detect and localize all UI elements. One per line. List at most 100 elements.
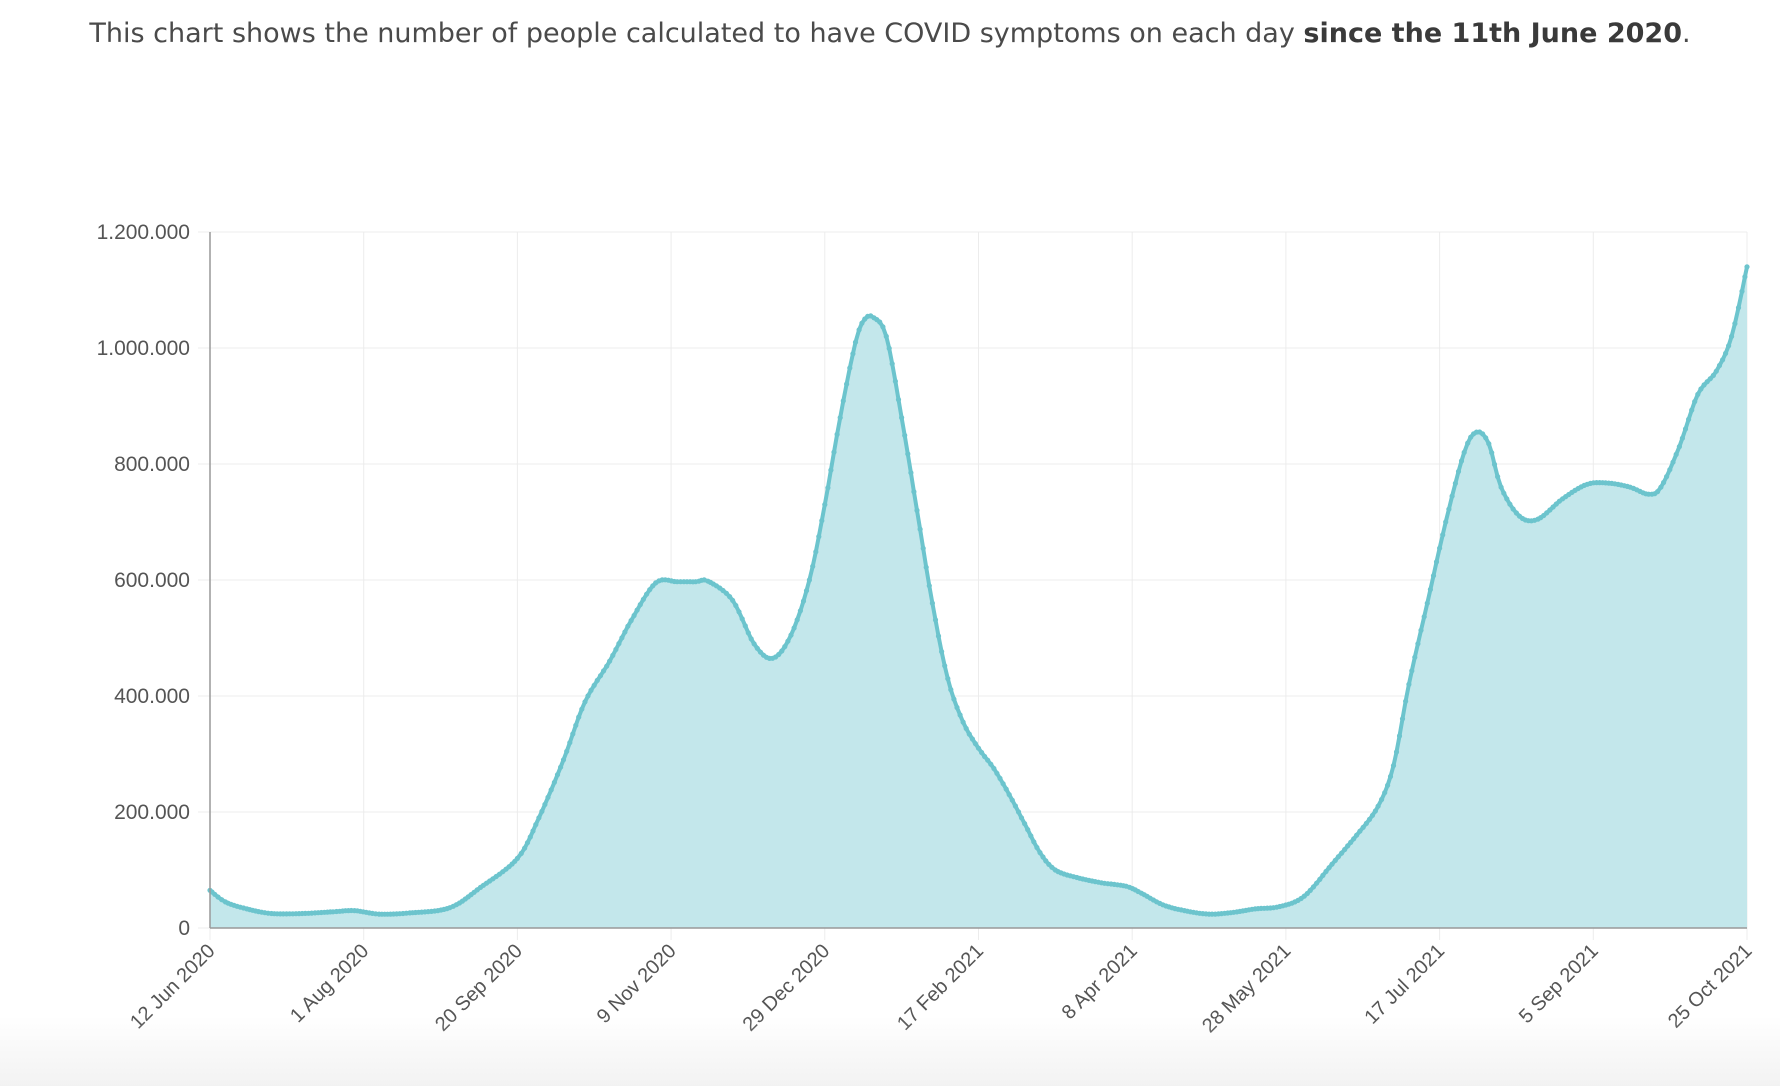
data-point[interactable]: [791, 625, 797, 631]
data-point[interactable]: [975, 745, 982, 751]
data-point[interactable]: [1670, 459, 1676, 465]
data-point[interactable]: [1452, 480, 1458, 486]
data-point[interactable]: [748, 636, 754, 642]
data-point[interactable]: [979, 749, 985, 756]
data-point[interactable]: [1710, 372, 1716, 378]
data-point[interactable]: [1317, 876, 1323, 883]
data-point[interactable]: [932, 617, 939, 623]
data-point[interactable]: [1335, 854, 1341, 860]
data-point[interactable]: [1339, 850, 1345, 856]
data-point[interactable]: [899, 415, 905, 421]
data-point[interactable]: [1372, 808, 1378, 814]
data-point[interactable]: [1655, 489, 1661, 495]
data-point[interactable]: [1366, 816, 1373, 823]
data-point[interactable]: [954, 704, 960, 711]
data-point[interactable]: [1742, 274, 1748, 280]
data-point[interactable]: [991, 765, 997, 772]
data-point[interactable]: [560, 757, 567, 763]
data-point[interactable]: [917, 526, 923, 532]
data-point[interactable]: [1028, 833, 1034, 839]
data-point[interactable]: [1501, 490, 1507, 496]
data-point[interactable]: [567, 740, 573, 746]
data-point[interactable]: [1744, 264, 1750, 270]
data-point[interactable]: [1729, 333, 1735, 339]
data-point[interactable]: [736, 609, 742, 615]
data-point[interactable]: [1323, 868, 1329, 875]
data-point[interactable]: [539, 808, 545, 815]
data-point[interactable]: [1695, 391, 1701, 397]
data-point[interactable]: [1379, 796, 1385, 803]
data-point[interactable]: [723, 590, 730, 596]
data-point[interactable]: [551, 779, 558, 785]
data-point[interactable]: [1686, 416, 1692, 422]
data-point[interactable]: [597, 673, 604, 679]
data-point[interactable]: [902, 432, 908, 438]
data-point[interactable]: [1723, 350, 1729, 356]
data-point[interactable]: [856, 327, 862, 333]
data-point[interactable]: [960, 719, 966, 725]
data-point[interactable]: [886, 345, 892, 351]
data-point[interactable]: [518, 850, 524, 857]
data-point[interactable]: [1369, 812, 1376, 818]
data-point[interactable]: [1489, 450, 1495, 456]
data-point[interactable]: [545, 794, 551, 800]
data-point[interactable]: [914, 507, 920, 513]
data-point[interactable]: [1498, 484, 1504, 490]
data-point[interactable]: [1329, 861, 1335, 867]
data-point[interactable]: [1491, 461, 1498, 467]
data-point[interactable]: [1385, 782, 1391, 788]
data-point[interactable]: [926, 583, 932, 589]
data-point[interactable]: [1390, 763, 1397, 769]
data-point[interactable]: [1043, 858, 1049, 864]
data-point[interactable]: [1483, 435, 1489, 441]
data-point[interactable]: [880, 324, 886, 330]
data-point[interactable]: [1015, 809, 1022, 815]
data-point[interactable]: [558, 764, 564, 770]
data-point[interactable]: [613, 646, 619, 653]
data-point[interactable]: [1314, 880, 1320, 886]
data-point[interactable]: [939, 649, 945, 655]
data-point[interactable]: [785, 638, 791, 644]
data-point[interactable]: [935, 633, 942, 639]
data-point[interactable]: [533, 822, 539, 828]
data-point[interactable]: [1698, 386, 1704, 392]
data-point[interactable]: [985, 757, 991, 763]
data-point[interactable]: [895, 397, 902, 403]
data-point[interactable]: [1040, 854, 1046, 860]
data-point[interactable]: [610, 652, 616, 659]
data-point[interactable]: [1403, 698, 1409, 704]
data-point[interactable]: [966, 731, 972, 737]
data-point[interactable]: [1480, 431, 1486, 437]
data-point[interactable]: [1689, 407, 1695, 413]
data-point[interactable]: [969, 736, 976, 742]
data-point[interactable]: [905, 451, 911, 457]
data-point[interactable]: [1507, 501, 1513, 507]
data-point[interactable]: [1357, 828, 1363, 834]
data-point[interactable]: [1726, 343, 1732, 349]
data-point[interactable]: [604, 663, 610, 669]
data-point[interactable]: [776, 651, 782, 658]
data-point[interactable]: [1421, 614, 1427, 620]
data-point[interactable]: [982, 753, 988, 760]
data-point[interactable]: [1504, 496, 1510, 502]
data-point[interactable]: [1446, 506, 1452, 512]
data-point[interactable]: [844, 381, 850, 387]
data-point[interactable]: [579, 706, 585, 712]
data-point[interactable]: [582, 699, 588, 705]
data-point[interactable]: [794, 617, 800, 623]
data-point[interactable]: [1461, 449, 1467, 455]
data-point[interactable]: [1692, 399, 1698, 405]
data-point[interactable]: [1679, 435, 1685, 441]
data-point[interactable]: [877, 319, 883, 325]
data-point[interactable]: [730, 597, 736, 603]
data-point[interactable]: [1676, 444, 1682, 450]
data-point[interactable]: [803, 588, 810, 594]
data-point[interactable]: [972, 741, 979, 747]
data-point[interactable]: [806, 577, 813, 583]
data-point[interactable]: [607, 658, 613, 664]
data-point[interactable]: [1000, 781, 1006, 787]
data-point[interactable]: [1307, 887, 1313, 894]
data-point[interactable]: [733, 602, 739, 609]
data-point[interactable]: [754, 645, 760, 651]
data-point[interactable]: [644, 591, 650, 597]
